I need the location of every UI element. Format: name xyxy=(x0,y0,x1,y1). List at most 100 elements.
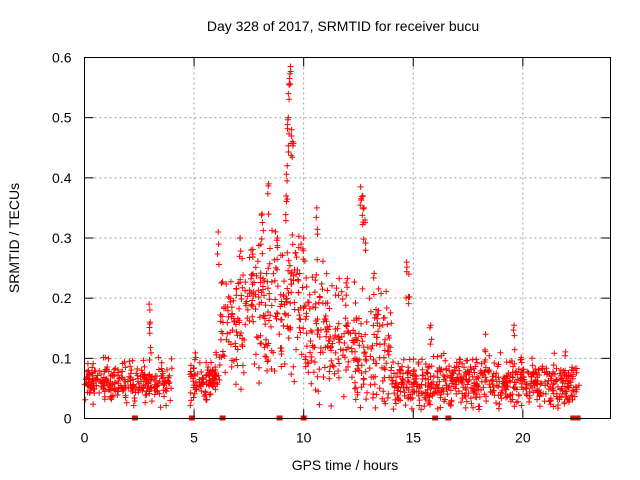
data-point xyxy=(342,302,349,309)
data-point xyxy=(268,278,275,285)
data-point xyxy=(446,383,453,390)
data-point xyxy=(248,247,255,254)
data-point xyxy=(313,271,320,278)
data-point xyxy=(514,398,521,405)
data-point xyxy=(361,349,368,356)
data-point xyxy=(326,305,333,312)
data-point xyxy=(403,259,410,266)
data-point xyxy=(262,302,269,309)
data-point xyxy=(258,212,265,219)
data-point xyxy=(248,275,255,282)
data-point xyxy=(374,315,381,322)
data-point xyxy=(105,355,112,362)
data-point xyxy=(363,318,370,325)
data-point xyxy=(215,261,222,268)
data-point xyxy=(544,370,551,377)
data-point xyxy=(344,320,351,327)
data-point xyxy=(109,372,116,379)
data-point xyxy=(416,402,423,409)
data-point xyxy=(518,359,525,366)
data-point xyxy=(294,276,301,283)
data-point xyxy=(90,382,97,389)
data-point xyxy=(471,369,478,376)
data-point xyxy=(509,363,516,370)
data-point xyxy=(143,391,150,398)
data-point xyxy=(265,308,272,315)
data-point xyxy=(507,371,514,378)
data-point xyxy=(229,310,236,317)
data-point xyxy=(452,367,459,374)
data-point xyxy=(260,292,267,299)
data-point xyxy=(305,299,312,306)
data-point xyxy=(390,406,397,413)
data-point xyxy=(419,375,426,382)
data-point xyxy=(535,366,542,373)
data-point xyxy=(376,323,383,330)
data-point xyxy=(482,364,489,371)
data-point xyxy=(489,376,496,383)
data-point xyxy=(256,379,263,386)
data-point xyxy=(319,258,326,265)
data-point xyxy=(242,287,249,294)
data-point xyxy=(355,330,362,337)
data-point xyxy=(290,272,297,279)
data-point xyxy=(309,274,316,281)
data-point xyxy=(206,369,213,376)
data-point xyxy=(471,387,478,394)
data-point xyxy=(383,360,390,367)
tick-labels: 0 0.1 0.2 0.3 0.4 0.5 0.6 0 5 10 15 20 xyxy=(52,50,531,446)
data-point xyxy=(224,307,231,314)
data-point xyxy=(392,400,399,407)
data-point xyxy=(482,374,489,381)
data-point xyxy=(217,336,224,343)
data-point xyxy=(214,381,221,388)
data-point xyxy=(384,321,391,328)
data-point xyxy=(257,340,264,347)
data-point xyxy=(491,392,498,399)
data-point xyxy=(481,391,488,398)
data-point xyxy=(335,374,342,381)
data-point xyxy=(424,370,431,377)
data-point xyxy=(397,388,404,395)
data-point xyxy=(405,387,412,394)
data-point xyxy=(218,280,225,287)
data-point xyxy=(314,373,321,380)
data-point xyxy=(326,375,333,382)
data-point xyxy=(316,401,323,408)
data-point xyxy=(482,356,489,363)
data-point xyxy=(134,365,141,372)
data-point xyxy=(191,372,198,379)
data-point xyxy=(448,374,455,381)
data-point xyxy=(444,391,451,398)
data-point xyxy=(367,308,374,315)
data-point xyxy=(255,364,262,371)
data-point xyxy=(221,353,228,360)
data-point xyxy=(259,219,266,226)
data-point xyxy=(371,270,378,277)
data-point xyxy=(276,331,283,338)
data-point xyxy=(498,389,505,396)
data-point xyxy=(403,264,410,271)
data-point xyxy=(291,299,298,306)
y-tick-label: 0.1 xyxy=(52,350,72,366)
data-point xyxy=(322,326,329,333)
data-point xyxy=(314,326,321,333)
data-point xyxy=(201,393,208,400)
data-point xyxy=(225,338,232,345)
data-point xyxy=(478,360,485,367)
data-point xyxy=(298,351,305,358)
data-point xyxy=(260,275,267,282)
data-point xyxy=(300,235,307,241)
y-tick-label: 0.3 xyxy=(52,230,72,246)
data-point xyxy=(343,323,350,330)
data-point xyxy=(300,256,307,263)
data-point xyxy=(462,393,469,400)
data-point xyxy=(447,401,454,408)
data-point xyxy=(285,289,292,296)
data-point xyxy=(237,248,244,255)
data-point xyxy=(284,162,291,169)
data-point xyxy=(270,270,277,277)
data-point xyxy=(380,388,387,395)
data-point xyxy=(303,330,310,337)
data-point xyxy=(511,403,518,410)
